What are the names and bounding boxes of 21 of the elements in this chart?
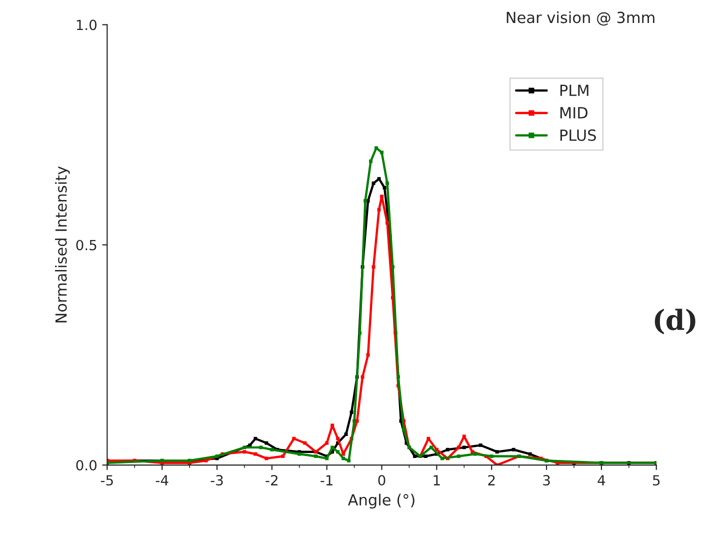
x-tick-label: 0 [378, 475, 386, 486]
x-tick-label: 1 [434, 475, 440, 486]
x-axis-title: Angle (°) [348, 494, 414, 509]
legend-label: MID [560, 107, 588, 118]
y-tick-label: 0.0 [76, 460, 97, 471]
x-tick-label: -5 [100, 475, 113, 486]
x-tick-label: -2 [266, 475, 278, 486]
x-tick-label: -3 [210, 475, 223, 486]
y-tick-label: 1.0 [76, 20, 97, 30]
y-tick-label: 0.5 [76, 240, 96, 250]
x-tick-label: -4 [156, 475, 168, 486]
y-axis-title: Normalised Intensity [55, 166, 70, 322]
legend-label: PLUS [560, 129, 596, 141]
x-tick-label: 3 [543, 475, 550, 486]
chart-title: Near vision @ 3mm [506, 11, 654, 26]
annotation: (d) [654, 308, 696, 334]
legend-label: PLM [560, 84, 588, 96]
x-tick-label: -1 [320, 475, 332, 486]
x-tick-label: 4 [598, 475, 606, 486]
x-tick-label: 2 [488, 475, 495, 486]
x-tick-label: 5 [653, 475, 660, 486]
